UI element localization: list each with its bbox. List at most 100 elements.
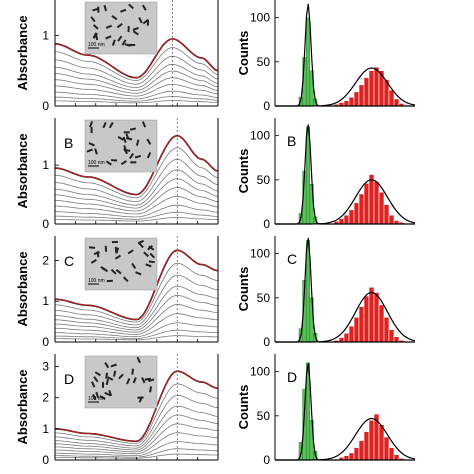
nanorod-particle (135, 271, 142, 276)
nanorod-particle (127, 249, 134, 255)
red-histogram-bar (338, 218, 345, 225)
nanorod-particle (122, 136, 127, 143)
nanorod-particle (90, 16, 96, 23)
y-axis-label: Counts (236, 385, 251, 430)
nanorod-particle (138, 17, 143, 24)
nanorod-particle (141, 377, 146, 384)
grey-spectrum-curve (54, 96, 219, 102)
nanorod-particle (107, 376, 114, 381)
red-histogram-bar (368, 286, 375, 343)
red-histogram-bar (368, 174, 375, 225)
grey-spectrum-curve (55, 414, 219, 451)
nanorod-particle (92, 32, 97, 39)
nanorod-particle (117, 136, 124, 141)
counts-panel-c: 0 50 100 Counts C (236, 236, 416, 349)
nanorod-particle (123, 131, 130, 134)
red-histogram-bar (353, 447, 360, 461)
nanorod-particle (146, 138, 152, 145)
panel-letter: C (64, 253, 74, 269)
nanorod-particle (101, 381, 105, 388)
nanorod-particle (110, 159, 118, 162)
grey-spectrum-curve (54, 383, 219, 444)
red-histogram-bar (353, 202, 360, 225)
y-axis-label: Counts (236, 267, 251, 312)
red-histogram-bar (338, 337, 345, 343)
nanorod-particle (114, 254, 121, 260)
nanorod-particle (104, 245, 108, 252)
red-histogram-bar (348, 209, 355, 225)
y-tick-label: 1 (42, 28, 49, 42)
red-histogram-bar (343, 332, 350, 343)
y-tick-label: 2 (42, 253, 49, 267)
y-tick-label: 0 (263, 453, 270, 467)
red-histogram-bar (343, 455, 350, 461)
nanorod-particle (106, 279, 113, 283)
grey-spectrum-curve (55, 100, 219, 104)
nanorod-particle (138, 242, 144, 249)
nanorod-particle (116, 23, 123, 29)
nanorod-particle (115, 247, 120, 254)
nanorod-particle (90, 126, 93, 133)
grey-spectrum-curve (55, 211, 219, 220)
nanorod-particle (146, 152, 152, 159)
nanorod-particle (99, 395, 106, 400)
grey-spectrum-curve (54, 187, 219, 212)
nanorod-particle (90, 258, 97, 264)
y-tick-label: 100 (250, 129, 270, 143)
nanorod-particle (120, 8, 127, 13)
red-histogram-bar (363, 295, 370, 343)
nanorod-particle (129, 43, 136, 46)
nanorod-particle (104, 362, 110, 369)
scale-bar-label: 100 nm (88, 278, 105, 284)
red-histogram-bar (388, 329, 395, 343)
nanorod-particle (132, 377, 137, 384)
nanorod-particle (92, 393, 97, 401)
y-tick-label: 0 (263, 99, 270, 113)
y-tick-label: 0 (42, 99, 49, 113)
nanorod-particle (104, 391, 111, 397)
red-histogram-bar (383, 436, 390, 461)
nanorod-particle (102, 121, 107, 129)
y-tick-label: 0 (42, 217, 49, 231)
grey-spectrum-curve (54, 285, 219, 329)
nanorod-particle (108, 122, 114, 129)
nanorod-particle (124, 43, 131, 47)
red-histogram-bar (368, 70, 375, 107)
nanorod-particle (100, 265, 107, 271)
nanorod-particle (88, 246, 96, 249)
red-histogram-bar (378, 191, 385, 225)
y-axis-label: Absorbance (15, 15, 30, 90)
y-tick-label: 50 (257, 409, 271, 423)
nanorod-particle (115, 269, 122, 275)
grey-spectrum-curve (54, 55, 219, 85)
red-histogram-bar (363, 183, 370, 225)
grey-spectrum-curve (54, 329, 218, 339)
grey-spectrum-curve (54, 84, 219, 97)
scale-bar-label: 100 nm (88, 42, 105, 48)
nanorod-particle (148, 245, 155, 251)
nanorod-particle (108, 389, 113, 397)
nanorod-particle (135, 139, 140, 146)
grey-spectrum-curve (55, 274, 219, 326)
grey-spectrum-curve (54, 394, 219, 447)
red-histogram-bar (348, 325, 355, 343)
nanorod-particle (149, 386, 153, 393)
nanorod-particle (110, 363, 117, 368)
counts-panel-d: 0 50 100 Counts D (236, 354, 416, 467)
nanorod-particle (94, 148, 98, 155)
y-tick-label: 100 (250, 11, 270, 25)
nanorod-particle (145, 263, 152, 268)
grey-spectrum-curve (54, 169, 219, 206)
nanorod-particle (93, 376, 99, 383)
panel-letter: C (287, 251, 297, 267)
grey-spectrum-curve (54, 90, 219, 100)
nanorod-particle (128, 3, 134, 10)
grey-spectrum-curve (55, 304, 219, 333)
nanorod-particle (131, 368, 134, 375)
nanorod-particle (131, 262, 137, 269)
scale-bar-label: 100 nm (88, 396, 105, 402)
nanorod-particle (148, 260, 155, 264)
red-histogram-bar (373, 292, 380, 343)
nanorod-particle (89, 121, 94, 128)
